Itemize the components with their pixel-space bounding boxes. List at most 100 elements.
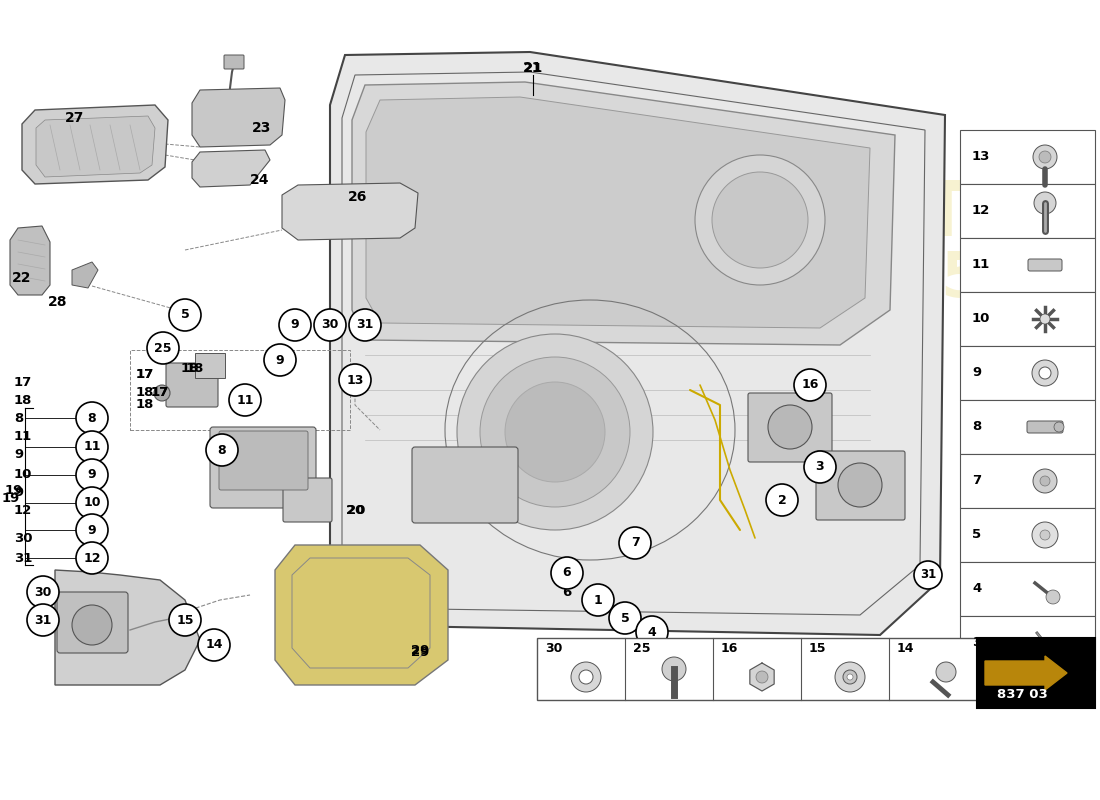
Text: 20: 20 <box>346 503 365 517</box>
Circle shape <box>914 561 942 589</box>
FancyBboxPatch shape <box>283 478 332 522</box>
Bar <box>960 130 1094 184</box>
Text: 3: 3 <box>816 461 824 474</box>
Text: 31: 31 <box>356 318 374 331</box>
Text: 11: 11 <box>236 394 254 406</box>
Bar <box>960 292 1094 346</box>
Bar <box>960 400 1094 454</box>
Circle shape <box>395 155 405 165</box>
Text: 18: 18 <box>135 386 154 399</box>
Circle shape <box>1034 192 1056 214</box>
Text: 31: 31 <box>14 551 32 565</box>
Circle shape <box>76 402 108 434</box>
Text: 1: 1 <box>594 594 603 606</box>
Text: 985: 985 <box>855 250 986 310</box>
Circle shape <box>847 674 852 680</box>
Text: 2: 2 <box>778 494 786 506</box>
Bar <box>960 346 1094 400</box>
Text: 3: 3 <box>972 637 981 650</box>
Polygon shape <box>282 183 418 240</box>
Circle shape <box>636 616 668 648</box>
Text: 8: 8 <box>88 411 97 425</box>
Polygon shape <box>192 150 270 187</box>
Text: 12: 12 <box>84 551 101 565</box>
Text: PARTS: PARTS <box>755 178 1025 252</box>
Circle shape <box>480 357 630 507</box>
Text: 12: 12 <box>972 205 990 218</box>
Circle shape <box>76 431 108 463</box>
FancyArrow shape <box>984 656 1067 690</box>
Text: 19: 19 <box>4 483 23 497</box>
Text: 30: 30 <box>544 642 562 654</box>
Circle shape <box>1054 422 1064 432</box>
Circle shape <box>446 255 455 265</box>
Text: 30: 30 <box>321 318 339 331</box>
Circle shape <box>712 172 808 268</box>
Circle shape <box>843 670 857 684</box>
Bar <box>960 238 1094 292</box>
Circle shape <box>1040 367 1050 379</box>
Circle shape <box>76 459 108 491</box>
Circle shape <box>619 527 651 559</box>
FancyBboxPatch shape <box>219 431 308 490</box>
Text: 16: 16 <box>720 642 738 654</box>
Text: 11: 11 <box>14 430 32 442</box>
Circle shape <box>154 385 170 401</box>
Text: 31: 31 <box>34 614 52 626</box>
Circle shape <box>229 384 261 416</box>
Text: 21: 21 <box>524 62 542 74</box>
Text: 11: 11 <box>972 258 990 271</box>
Circle shape <box>582 584 614 616</box>
Text: 5: 5 <box>620 611 629 625</box>
FancyBboxPatch shape <box>748 393 832 462</box>
Circle shape <box>198 629 230 661</box>
Bar <box>960 454 1094 508</box>
Text: 24: 24 <box>251 173 270 187</box>
Text: 14: 14 <box>206 638 222 651</box>
Text: 4: 4 <box>972 582 981 595</box>
Text: 17: 17 <box>136 369 154 382</box>
Text: 6: 6 <box>562 586 572 598</box>
Polygon shape <box>10 226 49 295</box>
Circle shape <box>835 662 865 692</box>
Circle shape <box>169 604 201 636</box>
Circle shape <box>456 334 653 530</box>
FancyBboxPatch shape <box>1027 421 1063 433</box>
FancyBboxPatch shape <box>224 55 244 69</box>
Text: 10: 10 <box>84 497 101 510</box>
Text: 30: 30 <box>34 586 52 598</box>
Text: 837 03: 837 03 <box>997 687 1047 701</box>
Circle shape <box>1040 530 1050 540</box>
Text: 17: 17 <box>14 375 32 389</box>
Text: 5: 5 <box>972 529 981 542</box>
Circle shape <box>571 662 601 692</box>
Text: 15: 15 <box>808 642 826 654</box>
Text: 30: 30 <box>14 531 33 545</box>
Text: 22: 22 <box>12 271 32 285</box>
Text: 7: 7 <box>972 474 981 487</box>
Bar <box>537 638 977 700</box>
Polygon shape <box>330 52 945 635</box>
Text: 16: 16 <box>801 378 818 391</box>
Bar <box>130 350 350 430</box>
Bar <box>195 353 226 378</box>
Text: 4: 4 <box>648 626 657 638</box>
Text: 18: 18 <box>180 362 199 374</box>
Circle shape <box>1033 145 1057 169</box>
Circle shape <box>1042 642 1060 660</box>
Polygon shape <box>72 262 98 288</box>
Text: 27: 27 <box>65 111 85 125</box>
Circle shape <box>455 155 465 165</box>
Circle shape <box>455 185 465 195</box>
Circle shape <box>72 605 112 645</box>
Text: 9: 9 <box>88 523 97 537</box>
FancyBboxPatch shape <box>166 363 218 407</box>
Circle shape <box>169 299 201 331</box>
Circle shape <box>1033 469 1057 493</box>
Bar <box>960 508 1094 562</box>
Circle shape <box>206 434 238 466</box>
Text: 9: 9 <box>972 366 981 379</box>
Text: 17: 17 <box>151 386 169 399</box>
Text: 26: 26 <box>349 190 367 204</box>
Text: a passion for parts: a passion for parts <box>338 532 522 588</box>
